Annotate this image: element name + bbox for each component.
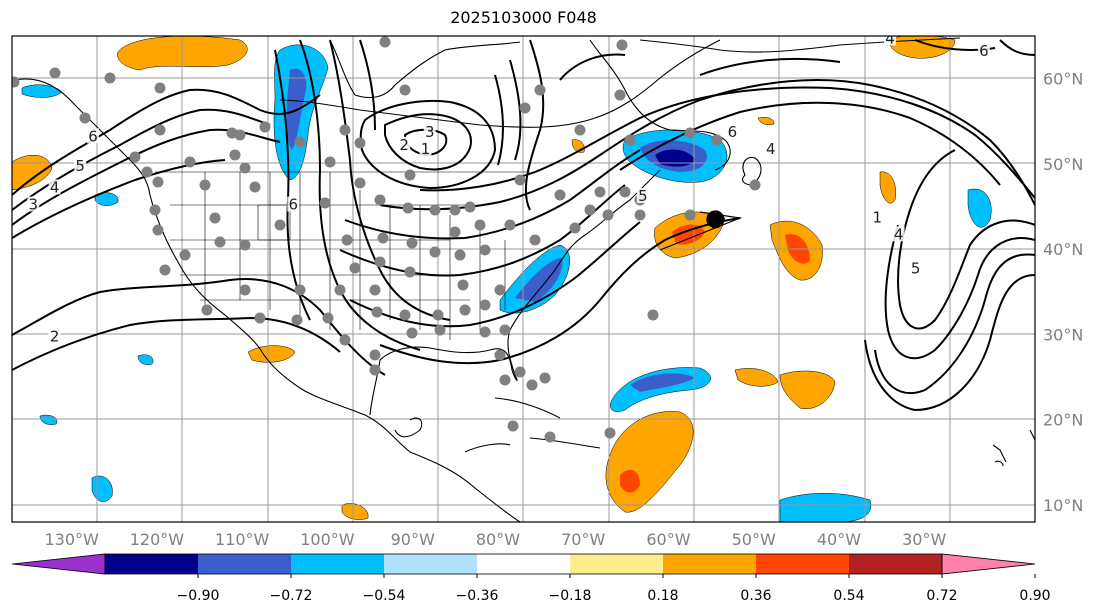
contour-label: 3 <box>425 123 435 141</box>
colorbar-tick-label: −0.54 <box>363 588 406 604</box>
lon-label: 100°W <box>300 530 355 549</box>
lon-label: 120°W <box>130 530 185 549</box>
contour-label: 6 <box>979 42 989 60</box>
lon-label: 60°W <box>646 530 690 549</box>
colorbar-tick-label: 0.72 <box>926 588 957 604</box>
contour-label-bg <box>764 141 777 157</box>
colorbar-segment <box>570 554 664 574</box>
colorbar-tick-label: −0.90 <box>177 588 220 604</box>
lon-label: 130°W <box>44 530 99 549</box>
contour-label-bg <box>48 328 61 344</box>
lat-label: 30°N <box>1043 325 1083 344</box>
contour-label: 4 <box>885 29 895 47</box>
graticule <box>12 36 1035 522</box>
colorbar-segment <box>105 554 199 574</box>
contour-label-bg <box>909 260 922 276</box>
colorbar-labels: −0.90 −0.72 −0.54 −0.36 −0.18 0.18 0.36 0.54 0.7… <box>177 574 1051 604</box>
colorbar-segment <box>291 554 385 574</box>
longitude-labels: 130°W 120°W 110°W 100°W 90°W 80°W 70°W 60°W 50°W… <box>44 530 946 549</box>
map-frame <box>11 35 1036 523</box>
contour-label: 2 <box>399 136 409 154</box>
colorbar-segment <box>477 554 571 574</box>
contour-label-bg <box>892 226 905 242</box>
contour-label: 5 <box>911 259 921 277</box>
contour-label-bg <box>423 124 436 140</box>
map-title: 2025103000 F048 <box>450 8 597 27</box>
state-borders <box>155 171 530 340</box>
colorbar-segment <box>198 554 292 574</box>
contour-label: 1 <box>421 140 431 158</box>
lat-label: 10°N <box>1043 496 1083 515</box>
contour-label-bg <box>884 36 897 46</box>
colorbar-tick-label: −0.72 <box>270 588 313 604</box>
contour-label: 4 <box>894 225 904 243</box>
colorbar-segment <box>849 554 943 574</box>
lon-label: 40°W <box>817 530 861 549</box>
lat-label: 40°N <box>1043 240 1083 259</box>
contour-label-bg <box>419 141 432 157</box>
contour-label: 5 <box>638 187 648 205</box>
contour-label-bg <box>636 188 649 203</box>
contour-label-bg <box>871 209 884 225</box>
contours <box>12 39 1035 412</box>
contour-label-bg <box>86 128 99 144</box>
lat-label: 60°N <box>1043 70 1083 89</box>
colorbar-tick-label: 0.36 <box>740 588 771 604</box>
lon-label: 70°W <box>561 530 605 549</box>
lat-label: 50°N <box>1043 155 1083 174</box>
lon-label: 110°W <box>215 530 270 549</box>
colorbar-tick-label: 0.18 <box>647 588 678 604</box>
contour-label: 6 <box>728 123 738 141</box>
contour-label: 3 <box>29 196 39 214</box>
contour-label-bg <box>74 158 87 174</box>
colorbar-extend-low <box>11 553 106 575</box>
contour-label: 6 <box>289 196 299 214</box>
colorbar-tick-label: −0.36 <box>456 588 499 604</box>
colorbar-tick-label: −0.18 <box>549 588 592 604</box>
storm-marker <box>659 210 743 251</box>
latitude-labels: 60°N 50°N 40°N 30°N 20°N 10°N <box>1043 70 1083 515</box>
colorbar-segment <box>384 554 478 574</box>
contour-label: 5 <box>75 157 85 175</box>
colorbar-frame <box>104 553 943 575</box>
colorbar-segment <box>756 554 850 574</box>
lon-label: 90°W <box>391 530 435 549</box>
contour-label-bg <box>48 179 61 195</box>
lon-label: 80°W <box>476 530 520 549</box>
contour-label-bg <box>27 196 40 212</box>
colorbar <box>11 553 1036 575</box>
contour-label-bg <box>287 196 300 212</box>
lon-label: 30°W <box>902 530 946 549</box>
contour-label: 4 <box>50 178 60 196</box>
colorbar-tick-label: 0.54 <box>833 588 864 604</box>
lon-label: 50°W <box>732 530 776 549</box>
contour-label: 2 <box>50 328 60 346</box>
contour-label-bg <box>398 136 411 152</box>
contour-label-bg <box>726 124 739 140</box>
contour-label: 4 <box>766 140 776 158</box>
contour-label: 1 <box>873 208 883 226</box>
contour-label: 6 <box>88 127 98 145</box>
colorbar-segment <box>663 554 757 574</box>
contour-label-bg <box>977 43 990 59</box>
lat-label: 20°N <box>1043 411 1083 430</box>
colorbar-extend-high <box>941 553 1036 575</box>
colorbar-tick-label: 0.90 <box>1019 588 1050 604</box>
